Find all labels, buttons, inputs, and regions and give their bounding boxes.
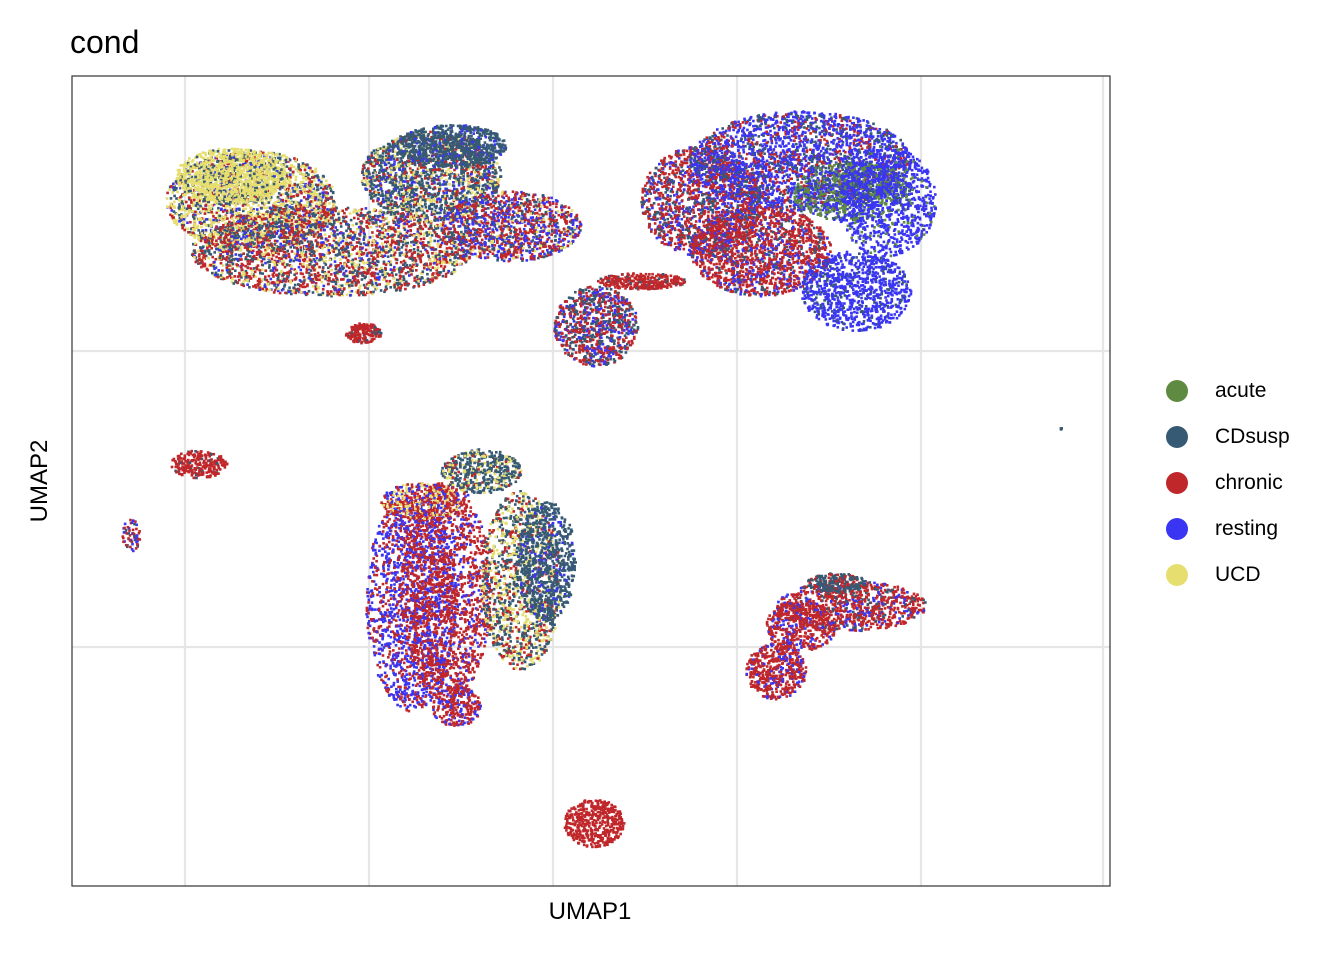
legend-label: chronic	[1215, 471, 1283, 495]
legend-item-chronic: chronic	[1166, 470, 1283, 496]
legend-item-resting: resting	[1166, 516, 1278, 542]
point-cluster	[345, 322, 383, 344]
point-cluster	[1060, 427, 1063, 431]
x-axis-label: UMAP1	[0, 898, 1180, 926]
legend-swatch	[1166, 380, 1188, 402]
point-cluster	[432, 686, 482, 727]
legend-label: CDsusp	[1215, 425, 1290, 449]
y-axis-label: UMAP2	[26, 440, 54, 523]
legend-item-ucd: UCD	[1166, 562, 1261, 588]
point-cluster	[807, 572, 867, 594]
legend-item-acute: acute	[1166, 378, 1266, 404]
point-cluster	[597, 272, 686, 290]
point-cluster	[171, 450, 229, 480]
point-cluster	[122, 519, 142, 552]
legend-label: UCD	[1215, 563, 1261, 587]
legend-swatch	[1166, 472, 1188, 494]
point-cluster	[515, 501, 577, 622]
point-cluster	[553, 286, 639, 368]
legend-label: acute	[1215, 379, 1266, 403]
point-cluster	[691, 206, 832, 298]
point-cluster	[564, 799, 626, 848]
legend-swatch	[1166, 426, 1188, 448]
legend-item-cdsusp: CDsusp	[1166, 424, 1290, 450]
legend-label: resting	[1215, 517, 1278, 541]
legend-swatch	[1166, 518, 1188, 540]
legend-swatch	[1166, 564, 1188, 586]
point-cluster	[380, 482, 462, 520]
